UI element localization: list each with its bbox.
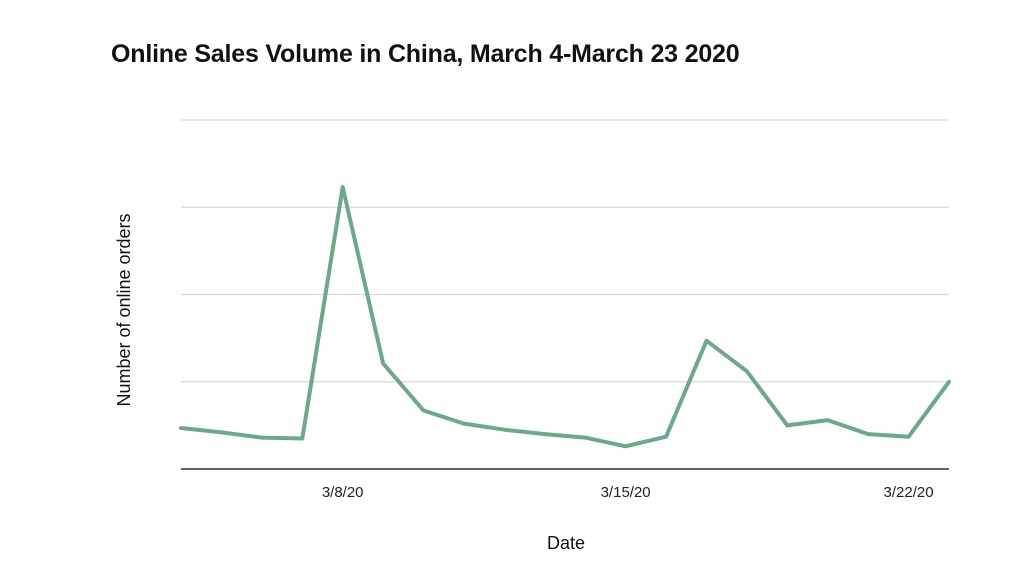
gridlines bbox=[181, 119, 949, 383]
x-tick-label: 3/15/20 bbox=[601, 484, 651, 501]
x-tick-label: 3/22/20 bbox=[884, 484, 934, 501]
chart-title: Online Sales Volume in China, March 4-Ma… bbox=[111, 40, 740, 68]
series-line-online-orders bbox=[179, 185, 951, 449]
y-axis-title: Number of online orders bbox=[114, 213, 134, 406]
x-axis-title: Date bbox=[547, 533, 585, 553]
x-tick-label: 3/8/20 bbox=[322, 484, 364, 501]
x-tick-labels: 3/8/20 3/15/20 3/22/20 bbox=[322, 484, 934, 501]
